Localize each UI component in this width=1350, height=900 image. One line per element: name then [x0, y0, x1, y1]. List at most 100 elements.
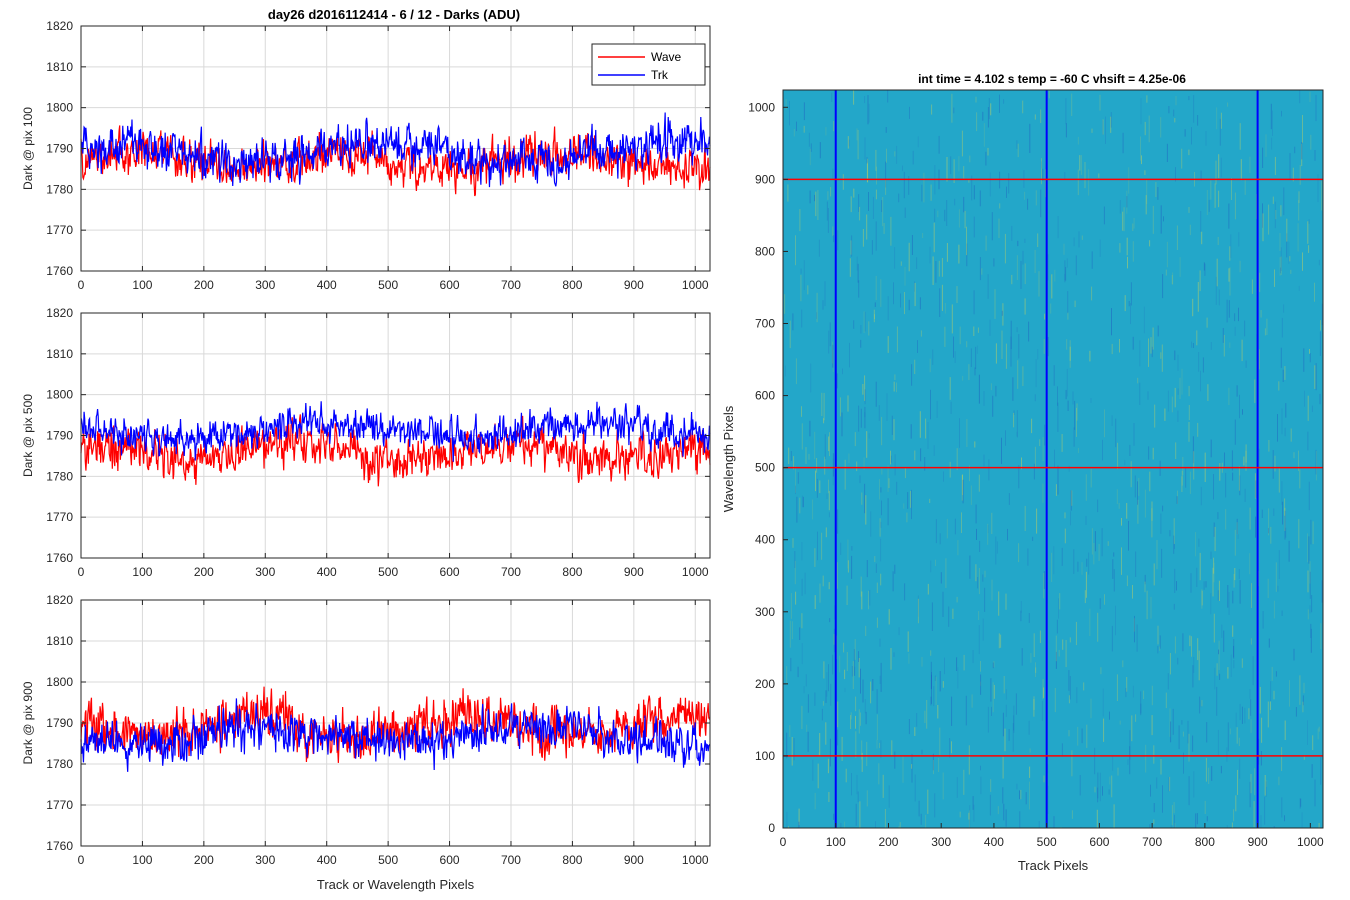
heatmap-noise — [784, 90, 1323, 828]
heatmap-x-tick-label: 0 — [780, 835, 787, 849]
y-tick-label: 1810 — [46, 634, 73, 648]
x-tick-label: 700 — [501, 278, 521, 292]
series-trk-line — [80, 401, 711, 462]
legend: Wave Trk — [591, 43, 706, 86]
heatmap-x-tick-label: 600 — [1089, 835, 1109, 849]
heatmap-x-tick-label: 800 — [1195, 835, 1215, 849]
heatmap-y-tick-label: 800 — [755, 244, 775, 258]
x-tick-label: 500 — [378, 278, 398, 292]
x-tick-label: 700 — [501, 853, 521, 867]
series-trk-line — [80, 698, 711, 772]
heatmap-y-tick-label: 100 — [755, 749, 775, 763]
y-axis-label: Dark @ pix 500 — [21, 394, 35, 477]
heatmap-frame — [782, 89, 1324, 829]
legend-label-wave: Wave — [651, 50, 682, 64]
x-tick-label: 300 — [255, 853, 275, 867]
x-tick-label: 0 — [78, 853, 85, 867]
y-tick-label: 1790 — [46, 716, 73, 730]
heatmap-y-tick-label: 400 — [755, 533, 775, 547]
heatmap-x-tick-label: 500 — [1037, 835, 1057, 849]
heatmap-x-tick-label: 400 — [984, 835, 1004, 849]
heatmap-background — [783, 90, 1323, 828]
y-tick-label: 1760 — [46, 551, 73, 565]
heatmap-y-tick-label: 0 — [768, 821, 775, 835]
y-tick-label: 1800 — [46, 101, 73, 115]
figure-title: day26 d2016112414 - 6 / 12 - Darks (ADU) — [268, 7, 520, 22]
x-tick-label: 900 — [624, 278, 644, 292]
x-tick-label: 100 — [132, 278, 152, 292]
y-tick-label: 1780 — [46, 757, 73, 771]
series-trk-line — [80, 112, 711, 188]
x-tick-label: 900 — [624, 853, 644, 867]
heatmap-x-tick-label: 700 — [1142, 835, 1162, 849]
dark-frame-heatmap: int time = 4.102 s temp = -60 C vhsift =… — [721, 72, 1324, 873]
y-tick-label: 1780 — [46, 182, 73, 196]
y-tick-label: 1770 — [46, 510, 73, 524]
y-tick-label: 1790 — [46, 142, 73, 156]
heatmap-y-tick-label: 200 — [755, 677, 775, 691]
x-tick-label: 900 — [624, 565, 644, 579]
heatmap-y-axis-label: Wavelength Pixels — [721, 405, 736, 512]
x-tick-label: 500 — [378, 853, 398, 867]
y-tick-label: 1820 — [46, 306, 73, 320]
y-tick-label: 1820 — [46, 593, 73, 607]
heatmap-x-tick-label: 200 — [878, 835, 898, 849]
x-axis-label: Track or Wavelength Pixels — [317, 877, 475, 892]
x-tick-label: 600 — [440, 278, 460, 292]
line-plot-pix-900: 0 100 200 300 400 500 600 700 800 900 1000 1760 1770… — [21, 593, 711, 892]
x-tick-label: 400 — [317, 565, 337, 579]
x-tick-label: 200 — [194, 278, 214, 292]
x-tick-label: 800 — [562, 853, 582, 867]
y-tick-label: 1770 — [46, 223, 73, 237]
heatmap-y-tick-label: 500 — [755, 461, 775, 475]
y-axis-label: Dark @ pix 900 — [21, 681, 35, 764]
x-tick-label: 300 — [255, 565, 275, 579]
x-tick-label: 800 — [562, 565, 582, 579]
x-tick-label: 100 — [132, 853, 152, 867]
x-tick-label: 0 — [78, 278, 85, 292]
heatmap-y-tick-label: 1000 — [748, 100, 775, 114]
heatmap-x-tick-label: 1000 — [1297, 835, 1324, 849]
y-tick-label: 1780 — [46, 469, 73, 483]
legend-label-trk: Trk — [651, 68, 669, 82]
x-tick-label: 800 — [562, 278, 582, 292]
y-tick-label: 1760 — [46, 839, 73, 853]
x-tick-label: 100 — [132, 565, 152, 579]
heatmap-y-tick-label: 900 — [755, 172, 775, 186]
y-tick-label: 1790 — [46, 429, 73, 443]
series-wave-line — [80, 125, 711, 197]
x-tick-label: 1000 — [682, 565, 709, 579]
heatmap-y-tick-label: 600 — [755, 389, 775, 403]
y-tick-label: 1820 — [46, 19, 73, 33]
x-tick-label: 1000 — [682, 278, 709, 292]
heatmap-y-tick-label: 700 — [755, 317, 775, 331]
heatmap-title: int time = 4.102 s temp = -60 C vhsift =… — [918, 72, 1186, 86]
x-tick-label: 400 — [317, 278, 337, 292]
series-wave-line — [80, 414, 711, 487]
x-tick-label: 600 — [440, 853, 460, 867]
x-tick-label: 0 — [78, 565, 85, 579]
y-axis-label: Dark @ pix 100 — [21, 107, 35, 190]
x-tick-label: 200 — [194, 853, 214, 867]
y-tick-label: 1810 — [46, 347, 73, 361]
line-plot-pix-500: 0 100 200 300 400 500 600 700 800 900 1000 1760 1770… — [21, 306, 711, 579]
y-tick-label: 1810 — [46, 60, 73, 74]
y-tick-label: 1770 — [46, 798, 73, 812]
heatmap-x-tick-label: 100 — [826, 835, 846, 849]
x-tick-label: 600 — [440, 565, 460, 579]
x-tick-label: 500 — [378, 565, 398, 579]
y-tick-label: 1760 — [46, 264, 73, 278]
x-tick-label: 300 — [255, 278, 275, 292]
x-tick-label: 700 — [501, 565, 521, 579]
y-tick-label: 1800 — [46, 675, 73, 689]
y-tick-label: 1800 — [46, 388, 73, 402]
heatmap-x-axis-label: Track Pixels — [1018, 858, 1089, 873]
x-tick-label: 400 — [317, 853, 337, 867]
x-tick-label: 1000 — [682, 853, 709, 867]
heatmap-y-tick-label: 300 — [755, 605, 775, 619]
legend-box — [591, 43, 706, 86]
heatmap-x-tick-label: 300 — [931, 835, 951, 849]
heatmap-x-tick-label: 900 — [1248, 835, 1268, 849]
x-tick-label: 200 — [194, 565, 214, 579]
